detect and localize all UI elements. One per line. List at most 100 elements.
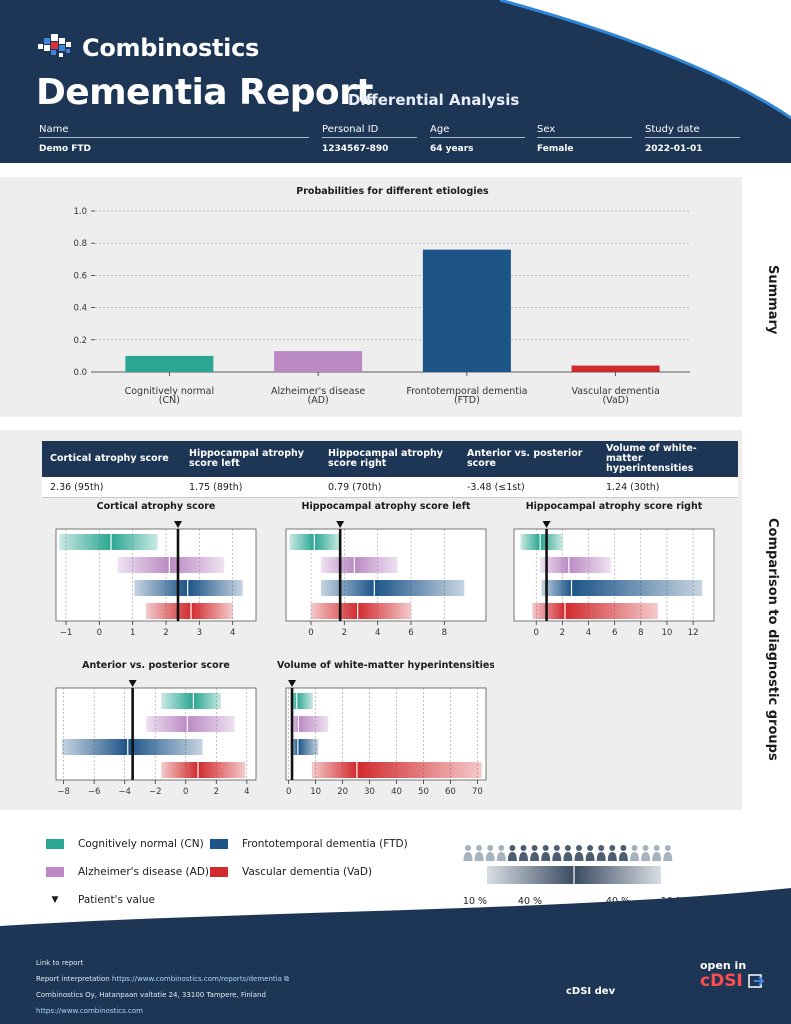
y-tick-label: 0.0: [73, 368, 87, 378]
range-bar-vad: [161, 762, 246, 778]
table-cell: -3.48 (≤1st): [459, 477, 598, 498]
x-tick-label: 2: [560, 628, 565, 636]
range-bar-ad: [146, 716, 235, 732]
link-to-report: Link to report: [36, 959, 84, 967]
x-tick-label: 8: [638, 628, 643, 636]
legend-item-ftd: Frontotemporal dementia (FTD): [210, 838, 408, 850]
range-bar-cn: [161, 693, 221, 709]
range-bar-ad: [290, 716, 329, 732]
x-tick-label: 2: [342, 628, 347, 636]
x-tick-label: 0: [183, 787, 188, 795]
legend-item-ad: Alzheimer's disease (AD): [46, 866, 209, 878]
person-body-icon: [663, 852, 673, 861]
x-tick-label: 8: [442, 628, 447, 636]
chart-title: Volume of white-matter hyperintensities: [277, 660, 494, 671]
table-cell: 0.79 (70th): [320, 477, 459, 498]
x-tick-label: 2: [163, 628, 168, 636]
external-link-icon[interactable]: ⧉: [284, 975, 290, 983]
patient-marker-icon: [174, 521, 182, 528]
legend-label: Alzheimer's disease (AD): [78, 866, 210, 878]
cdsi-logo: cDSI: [700, 971, 743, 991]
person-body-icon: [541, 852, 551, 861]
x-tick-label: −6: [88, 787, 101, 795]
range-bar-ftd: [134, 580, 243, 596]
x-tick-label-abbr: (AD): [308, 395, 329, 406]
legend-label: Vascular dementia (VaD): [242, 866, 373, 878]
x-tick-label: 4: [244, 787, 249, 795]
range-bar-ftd: [321, 580, 465, 596]
x-tick-label: 4: [375, 628, 380, 636]
x-tick-label: Alzheimer's disease: [271, 386, 365, 397]
header-curve-decoration: [499, 0, 791, 120]
person-head-icon: [531, 845, 538, 851]
website-link[interactable]: https://www.combinostics.com: [36, 1007, 143, 1015]
open-in-cdsi-button[interactable]: open in cDSI: [700, 960, 765, 990]
age-label: Age: [430, 124, 525, 138]
x-tick-label-abbr: (CN): [159, 395, 180, 406]
study-date-value: 2022-01-01: [645, 144, 703, 154]
scores-table: Cortical atrophy score Hippocampal atrop…: [42, 441, 738, 498]
person-head-icon: [642, 845, 649, 851]
range-bar-cn: [290, 693, 313, 709]
person-head-icon: [664, 845, 671, 851]
person-head-icon: [576, 845, 582, 851]
study-date-label: Study date: [645, 124, 740, 138]
personal-id-label: Personal ID: [322, 124, 417, 138]
range-bar-cn: [520, 534, 563, 550]
x-tick-label: Cognitively normal: [125, 386, 215, 397]
open-in-label: open in: [700, 959, 747, 972]
range-bar-cn: [59, 534, 158, 550]
x-tick-label: 20: [337, 787, 348, 795]
footer-background: [0, 888, 791, 1024]
table-header-cell: Cortical atrophy score: [42, 441, 181, 477]
footer: Link to report Report interpretation htt…: [0, 888, 791, 1024]
person-body-icon: [630, 852, 639, 861]
x-tick-label: 0: [286, 787, 291, 795]
x-tick-label: 3: [197, 628, 202, 636]
x-tick-label: 12: [688, 628, 699, 636]
person-body-icon: [496, 852, 506, 861]
person-head-icon: [631, 845, 638, 851]
x-tick-label: Vascular dementia: [571, 386, 659, 397]
report-header: Combinostics Dementia Report Differentia…: [0, 0, 791, 163]
open-external-icon: [748, 974, 765, 988]
person-head-icon: [564, 845, 571, 851]
legend-item-patient: ▼ Patient's value: [46, 894, 155, 906]
y-tick-label: 0.8: [73, 239, 87, 249]
legend-item-cn: Cognitively normal (CN): [46, 838, 204, 850]
percentile-label: 10 %: [463, 896, 487, 907]
x-tick-label: 4: [230, 628, 235, 636]
x-tick-label: −1: [60, 628, 73, 636]
y-tick-label: 0.2: [73, 336, 87, 346]
scores-table-header-row: Cortical atrophy score Hippocampal atrop…: [42, 441, 738, 477]
table-row: 2.36 (95th) 1.75 (89th) 0.79 (70th) -3.4…: [42, 477, 738, 498]
interpretation-link[interactable]: https://www.combinostics.com/reports/dem…: [111, 975, 282, 983]
person-head-icon: [498, 845, 505, 851]
x-tick-label: Frontotemporal dementia: [406, 386, 527, 397]
x-tick-label: 6: [612, 628, 617, 636]
range-bar-vad: [532, 603, 658, 619]
sex-label: Sex: [537, 124, 632, 138]
page-title: Dementia Report: [36, 72, 373, 113]
x-tick-label: −2: [149, 787, 162, 795]
x-tick-label: 6: [408, 628, 413, 636]
patient-name-value: Demo FTD: [39, 144, 92, 154]
probability-bar: [571, 365, 660, 372]
x-tick-label: 2: [214, 787, 219, 795]
vad-swatch: [210, 867, 228, 877]
person-body-icon: [596, 852, 606, 861]
person-head-icon: [553, 845, 560, 851]
legend-label: Frontotemporal dementia (FTD): [242, 838, 408, 850]
patient-marker-icon: [542, 521, 551, 528]
person-body-icon: [507, 852, 517, 861]
page-subtitle: Differential Analysis: [348, 91, 520, 109]
person-head-icon: [598, 845, 605, 851]
hippocampal-left-chart: Hippocampal atrophy score left 0 2 4 6 8: [285, 501, 487, 636]
chart-title: Probabilities for different etiologies: [296, 186, 489, 197]
range-bar-vad: [311, 762, 482, 778]
sex-field: Sex Female: [537, 124, 632, 154]
range-bar-ftd: [541, 580, 703, 596]
x-tick-label: −8: [57, 787, 70, 795]
anterior-posterior-chart: Anterior vs. posterior score −8 −6 −4 −2 0 2 4: [55, 660, 257, 795]
person-body-icon: [574, 852, 584, 861]
